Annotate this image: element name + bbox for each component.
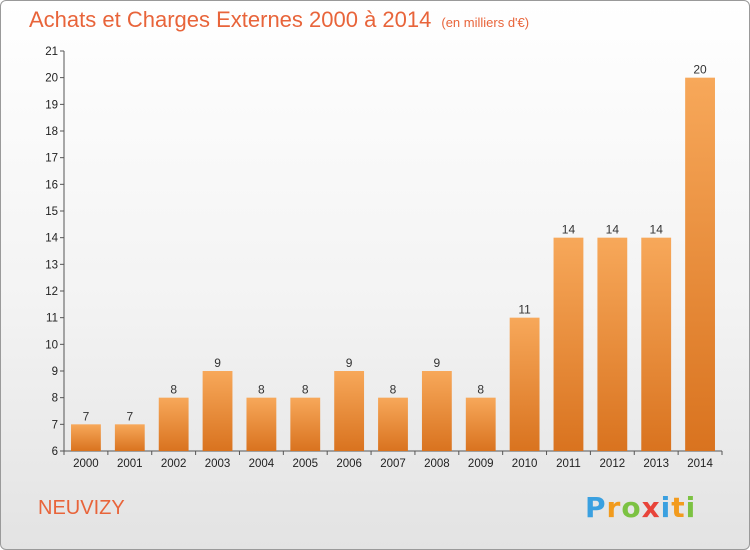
logo-letter: t: [671, 491, 686, 524]
bar-2003: [202, 371, 233, 451]
x-tick-label-2009: 2009: [468, 458, 494, 470]
bar-2008: [421, 371, 452, 451]
value-label-2000: 7: [83, 409, 90, 423]
y-tick-label: 6: [52, 446, 58, 458]
x-tick-label-2003: 2003: [205, 458, 231, 470]
y-tick-label: 15: [45, 206, 58, 218]
value-label-2006: 9: [346, 356, 353, 370]
x-tick-label-2011: 2011: [556, 458, 581, 470]
logo-letter: P: [585, 491, 607, 524]
bar-2006: [334, 371, 365, 451]
value-label-2005: 8: [302, 383, 309, 397]
logo-letter: x: [641, 491, 661, 524]
chart-title: Achats et Charges Externes 2000 à 2014 (e…: [29, 7, 529, 33]
value-label-2003: 9: [214, 356, 221, 370]
bar-2000: [71, 424, 101, 451]
value-label-2001: 7: [126, 409, 133, 423]
title-text: Achats et Charges Externes 2000 à 2014: [29, 7, 432, 32]
logo-letter: i: [660, 491, 672, 524]
bar-2002: [158, 397, 189, 451]
value-label-2009: 8: [477, 383, 484, 397]
y-tick-label: 16: [45, 179, 58, 191]
bar-2004: [246, 397, 277, 451]
bar-2011: [553, 237, 584, 451]
bar-2013: [641, 237, 672, 451]
axes: 6 7 8 9 10 11 12 13 14 15 16 17 18 19 20 21 2000 2001 2002…: [45, 46, 723, 470]
bar-2012: [597, 237, 628, 451]
value-label-2014: 20: [693, 63, 707, 77]
value-label-2004: 8: [258, 383, 265, 397]
y-tick-label: 14: [45, 233, 58, 245]
x-tick-label-2008: 2008: [424, 458, 450, 470]
y-tick-label: 8: [52, 393, 58, 405]
logo-letter: o: [621, 491, 642, 524]
bar-2005: [290, 397, 321, 451]
y-tick-label: 19: [45, 99, 58, 111]
x-tick-label-2000: 2000: [73, 458, 99, 470]
x-tick-label-2010: 2010: [512, 458, 538, 470]
proxiti-logo[interactable]: Proxiti: [585, 491, 696, 524]
value-label-2013: 14: [650, 223, 664, 237]
value-label-2011: 14: [562, 223, 576, 237]
y-tick-label: 13: [45, 259, 58, 271]
logo-letter: r: [606, 491, 622, 524]
bar-2010: [509, 317, 540, 451]
y-tick-label: 7: [52, 419, 58, 431]
bar-2014: [685, 77, 715, 452]
value-label-2012: 14: [606, 223, 620, 237]
y-tick-label: 11: [46, 313, 58, 325]
y-tick-label: 12: [45, 286, 58, 298]
y-tick-label: 18: [45, 126, 58, 138]
bars: 7 7 8 9 8 8 9 8 9 8 11 14 14 14 20: [71, 63, 715, 452]
logo-letter: i: [685, 491, 697, 524]
value-label-2002: 8: [170, 383, 177, 397]
y-tick-label: 21: [45, 46, 58, 58]
title-unit: (en milliers d'€): [441, 15, 530, 30]
y-tick-label: 10: [45, 339, 58, 351]
bar-2001: [114, 424, 145, 451]
value-label-2010: 11: [518, 303, 531, 317]
y-tick-label: 17: [45, 153, 58, 165]
commune-name: NEUVIZY: [38, 497, 125, 519]
x-tick-label-2014: 2014: [687, 458, 713, 470]
x-tick-label-2005: 2005: [292, 458, 318, 470]
x-tick-label-2006: 2006: [336, 458, 362, 470]
x-tick-label-2012: 2012: [600, 458, 626, 470]
x-tick-label-2001: 2001: [117, 458, 143, 470]
x-tick-label-2004: 2004: [249, 458, 275, 470]
x-tick-label-2013: 2013: [643, 458, 669, 470]
x-tick-label-2002: 2002: [161, 458, 187, 470]
value-label-2007: 8: [390, 383, 397, 397]
x-tick-label-2007: 2007: [380, 458, 406, 470]
y-tick-label: 9: [52, 366, 58, 378]
bar-2009: [465, 397, 496, 451]
bar-2007: [378, 397, 408, 451]
y-tick-label: 20: [45, 73, 58, 85]
value-label-2008: 9: [434, 356, 441, 370]
